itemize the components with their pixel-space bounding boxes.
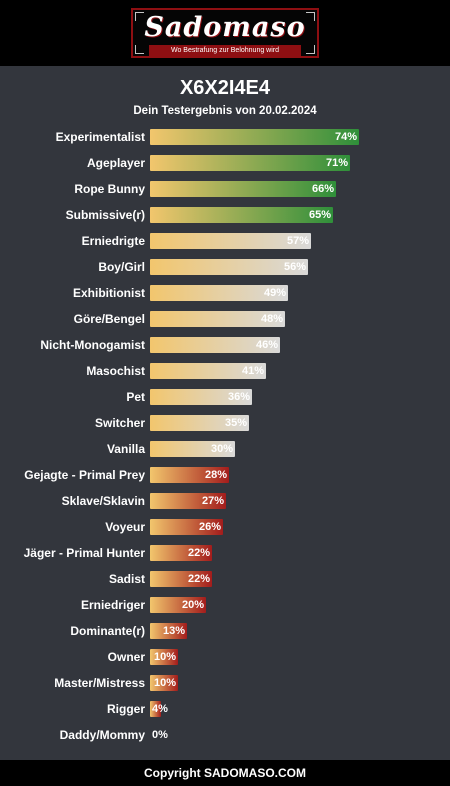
result-bar	[150, 389, 252, 405]
logo-slogan: Wo Bestrafung zur Belohnung wird	[149, 45, 301, 57]
result-subtitle: Dein Testergebnis von 20.02.2024	[133, 105, 317, 117]
result-bar	[150, 597, 206, 613]
category-label: Pet	[126, 390, 145, 404]
value-label: 57%	[287, 235, 310, 247]
value-label: 28%	[205, 469, 228, 481]
value-label: 22%	[188, 573, 211, 585]
value-label: 22%	[188, 547, 211, 559]
category-label: Nicht-Monogamist	[40, 338, 145, 352]
value-label: 4%	[152, 703, 168, 715]
result-bar	[150, 233, 311, 249]
logo-text: Sadomaso	[144, 12, 306, 43]
category-label: Ageplayer	[86, 156, 145, 170]
result-bar	[150, 207, 333, 223]
value-label: 74%	[335, 131, 358, 143]
result-bar	[150, 649, 178, 665]
result-bar	[150, 519, 223, 535]
result-bar	[150, 285, 288, 301]
value-label: 66%	[312, 183, 335, 195]
value-label: 49%	[264, 287, 287, 299]
category-label: Masochist	[86, 364, 145, 378]
category-label: Gejagte - Primal Prey	[24, 468, 145, 482]
result-bar	[150, 363, 266, 379]
result-bar	[150, 129, 359, 145]
result-bar	[150, 623, 187, 639]
category-label: Sklave/Sklavin	[61, 494, 145, 508]
value-label: 46%	[256, 339, 279, 351]
category-label: Owner	[107, 650, 145, 664]
category-label: Göre/Bengel	[73, 312, 145, 326]
result-bar	[150, 337, 280, 353]
value-label: 56%	[284, 261, 307, 273]
logo-corner-ornament	[306, 45, 315, 54]
category-label: Boy/Girl	[98, 260, 145, 274]
result-bar	[150, 675, 178, 691]
category-label: Erniedrigte	[81, 234, 145, 248]
header: Sadomaso Wo Bestrafung zur Belohnung wir…	[0, 0, 450, 66]
value-label: 0%	[152, 729, 168, 741]
footer-copyright: Copyright SADOMASO.COM	[0, 760, 450, 786]
category-label: Voyeur	[105, 520, 145, 534]
category-label: Master/Mistress	[54, 676, 145, 690]
value-label: 26%	[199, 521, 222, 533]
result-bar	[150, 493, 226, 509]
value-label: 30%	[211, 443, 234, 455]
result-title: X6X2I4E4	[179, 77, 271, 99]
result-bar	[150, 181, 336, 197]
value-label: 10%	[154, 651, 177, 663]
category-label: Submissive(r)	[65, 208, 145, 222]
result-bar	[150, 155, 350, 171]
result-bar	[150, 259, 308, 275]
category-label: Sadist	[108, 572, 145, 586]
logo-corner-ornament	[306, 12, 315, 21]
result-bar	[150, 571, 212, 587]
category-label: Experimentalist	[55, 130, 145, 144]
result-bar	[150, 441, 235, 457]
result-bar	[150, 415, 249, 431]
value-label: 65%	[309, 209, 332, 221]
result-bar	[150, 545, 212, 561]
value-label: 41%	[242, 365, 265, 377]
category-label: Erniedriger	[80, 598, 145, 612]
value-label: 10%	[154, 677, 177, 689]
logo-corner-ornament	[135, 45, 144, 54]
value-label: 36%	[228, 391, 251, 403]
result-bar	[150, 311, 285, 327]
site-logo[interactable]: Sadomaso Wo Bestrafung zur Belohnung wir…	[131, 8, 319, 58]
value-label: 27%	[202, 495, 225, 507]
category-label: Rope Bunny	[74, 182, 145, 196]
logo-corner-ornament	[135, 12, 144, 21]
category-label: Dominante(r)	[70, 624, 145, 638]
category-label: Exhibitionist	[73, 286, 145, 300]
category-label: Jäger - Primal Hunter	[23, 546, 145, 560]
value-label: 35%	[225, 417, 248, 429]
value-label: 13%	[163, 625, 186, 637]
category-label: Rigger	[106, 702, 145, 716]
category-label: Vanilla	[106, 442, 145, 456]
result-bar	[150, 701, 161, 717]
category-label: Daddy/Mommy	[59, 728, 145, 742]
value-label: 71%	[326, 157, 349, 169]
result-bar-chart: Experimentalist 74% Ageplayer 71% Rope Bunny…	[23, 129, 359, 742]
value-label: 20%	[182, 599, 205, 611]
category-label: Switcher	[94, 416, 145, 430]
result-bar	[150, 467, 229, 483]
value-label: 48%	[261, 313, 284, 325]
